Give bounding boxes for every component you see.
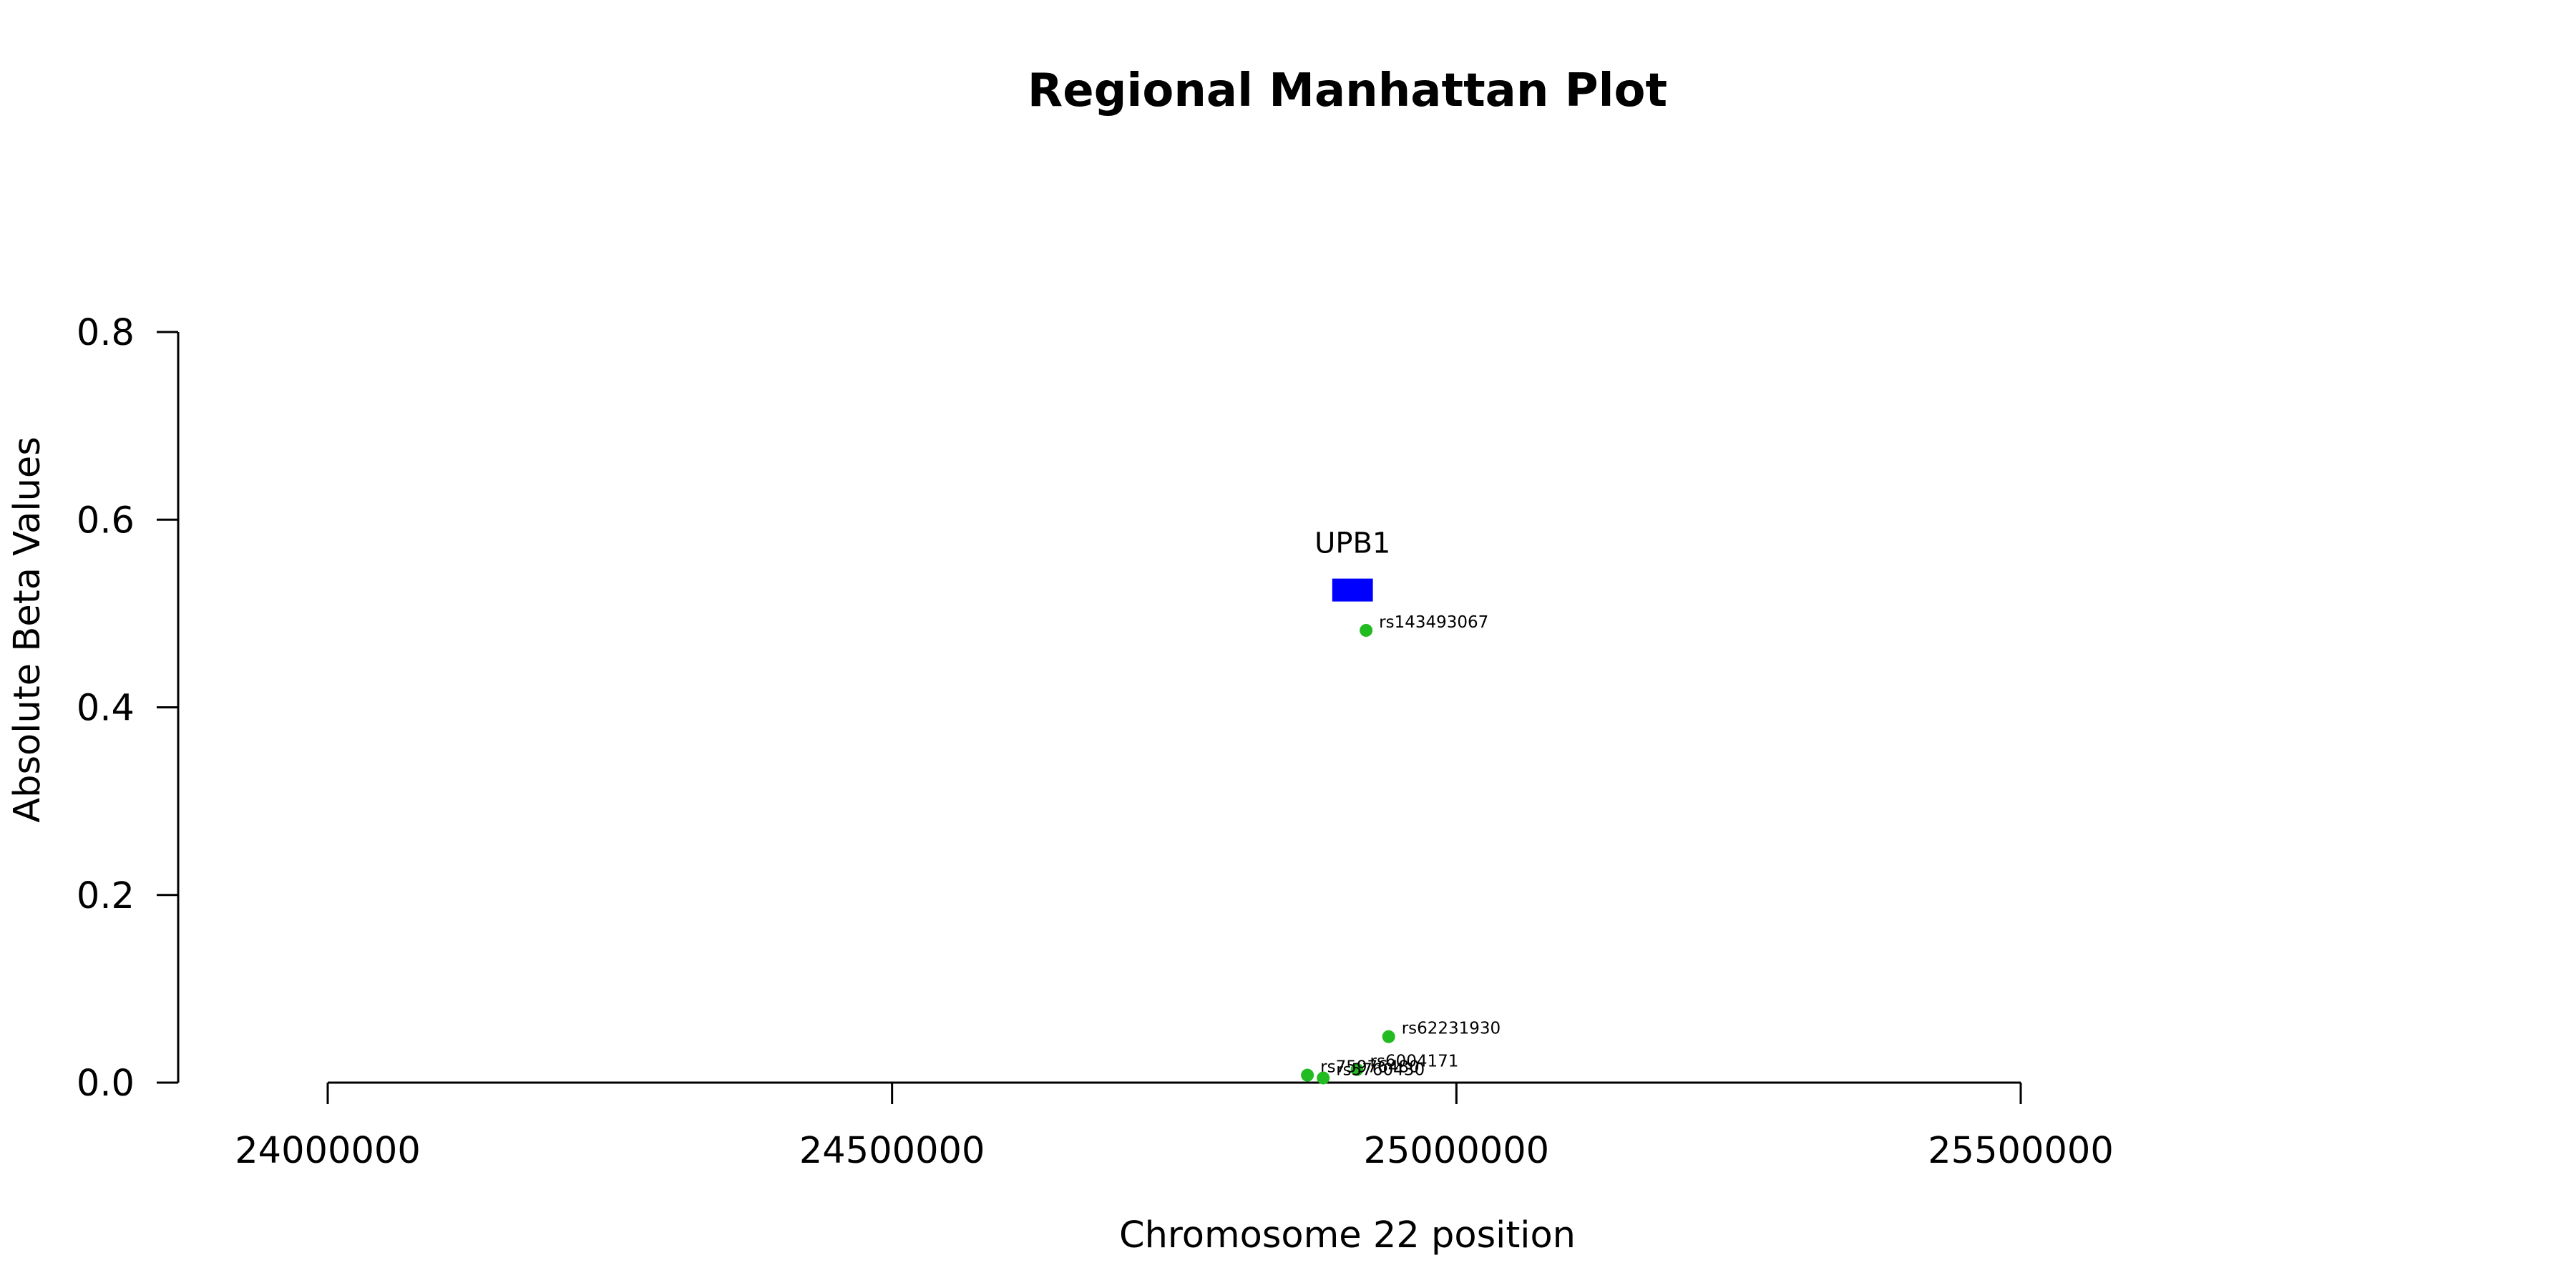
y-tick-label: 0.2 — [77, 875, 135, 917]
x-tick-label: 25500000 — [1928, 1130, 2114, 1172]
y-tick-label: 0.0 — [77, 1063, 135, 1105]
gene-box — [1332, 578, 1373, 602]
x-axis-label: Chromosome 22 position — [1119, 1214, 1576, 1257]
x-tick-label: 24000000 — [235, 1130, 421, 1172]
snp-label: rs143493067 — [1379, 613, 1488, 632]
snp-label: rs5760430 — [1336, 1060, 1425, 1079]
gene-label: UPB1 — [1314, 527, 1390, 560]
snp-point — [1301, 1068, 1314, 1082]
snp-label: rs75976480 — [1320, 1058, 1420, 1077]
x-tick-label: 24500000 — [799, 1130, 985, 1172]
y-tick-label: 0.4 — [77, 688, 135, 730]
y-axis-ticks: 0.0 0.2 0.4 0.6 0.8 — [77, 312, 178, 1105]
x-axis-ticks: 24000000 24500000 25000000 25500000 — [235, 1083, 2114, 1172]
y-tick-label: 0.8 — [77, 312, 135, 354]
chart-title: Regional Manhattan Plot — [1028, 64, 1667, 117]
snp-point — [1360, 623, 1373, 637]
x-tick-label: 25000000 — [1364, 1130, 1550, 1172]
snp-label: rs62231930 — [1402, 1020, 1501, 1038]
gene-track: UPB1 — [1314, 527, 1390, 602]
snp-label: rs6004171 — [1370, 1053, 1459, 1071]
y-axis-label: Absolute Beta Values — [6, 436, 49, 823]
snp-point — [1350, 1063, 1364, 1076]
snp-point — [1317, 1071, 1330, 1085]
snp-point — [1382, 1030, 1395, 1043]
snp-points: rs143493067 rs62231930 rs6004171rs75976480… — [1301, 613, 1501, 1085]
y-tick-label: 0.6 — [77, 499, 135, 542]
